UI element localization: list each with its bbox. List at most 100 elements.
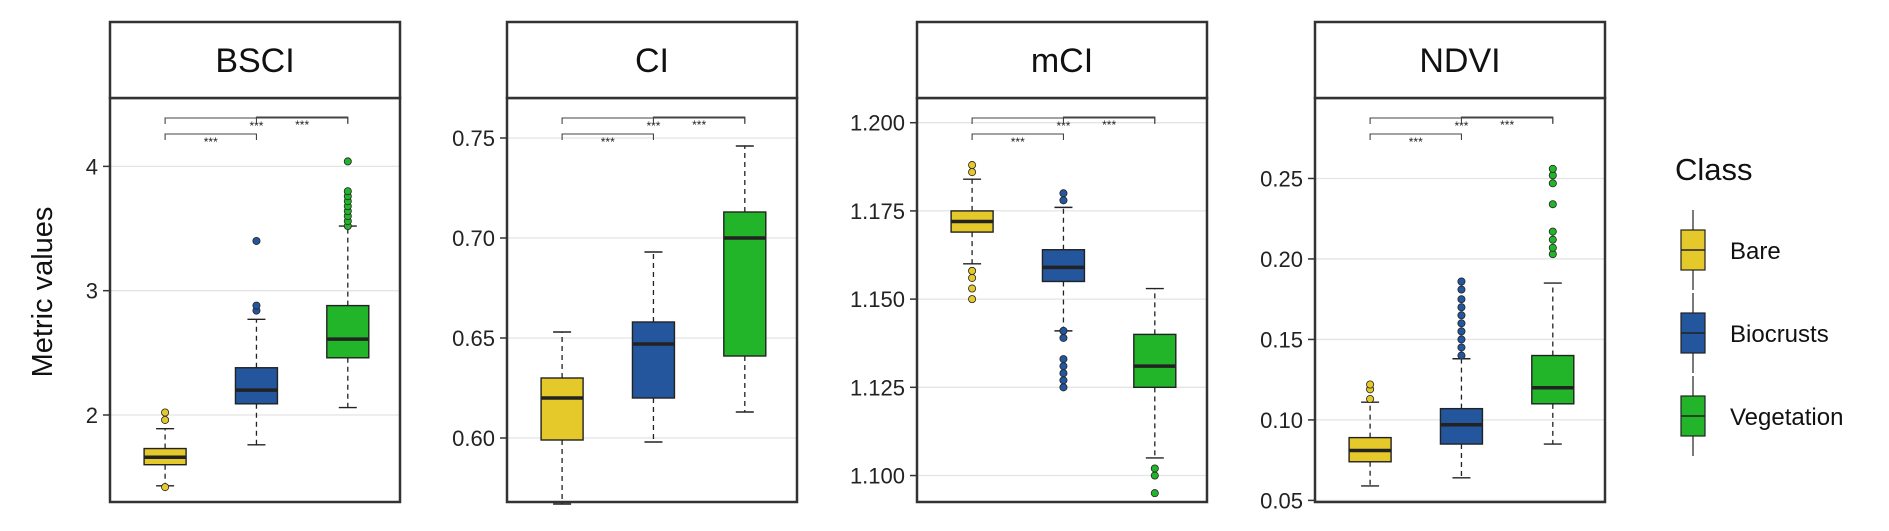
y-tick-label: 4 (86, 154, 98, 179)
legend-label: Biocrusts (1730, 321, 1829, 348)
outlier-point (161, 483, 170, 492)
box-bare (950, 161, 994, 304)
outlier-point (161, 408, 170, 417)
significance-label: *** (295, 118, 309, 132)
bracket-line (652, 116, 746, 123)
y-tick-label: 1.100 (850, 464, 905, 489)
y-tick-label: 1.200 (850, 111, 905, 136)
significance-label: *** (204, 135, 218, 149)
facets-layer: *** *** *** BSCI 2 3 4 *** *** *** CI 0.60 0.65 0.70 0… (86, 20, 1607, 513)
outlier-point (1457, 343, 1466, 352)
box-iqr (723, 211, 767, 357)
box-iqr (326, 304, 370, 359)
outlier-point (1059, 333, 1068, 342)
facet-strip (915, 20, 1209, 100)
outlier-point (1059, 196, 1068, 205)
box-iqr (234, 367, 279, 405)
box-iqr (1041, 249, 1086, 283)
significance-bracket: *** (1062, 116, 1156, 132)
outlier-point (968, 161, 977, 170)
y-tick-label: 1.125 (850, 375, 905, 400)
outlier-point (968, 295, 977, 304)
y-tick-label: 0.65 (452, 326, 495, 351)
bracket-line (971, 133, 1064, 140)
bracket-line (164, 133, 257, 140)
outlier-point (343, 157, 352, 166)
y-axis-label: Metric values (27, 207, 59, 378)
y-tick-label: 0.15 (1260, 327, 1303, 352)
legend-item-biocrusts: Biocrusts (1680, 293, 1829, 373)
facet-strip (1313, 20, 1607, 100)
bracket-line (255, 116, 349, 123)
box-bare (1348, 380, 1392, 487)
box-biocrusts (631, 251, 676, 443)
panel-frame (915, 96, 1209, 504)
outlier-point (1059, 355, 1068, 364)
significance-label: *** (1454, 119, 1468, 133)
y-tick-label: 0.05 (1260, 488, 1303, 513)
facet-strip (108, 20, 402, 100)
outlier-point (1457, 295, 1466, 304)
legend-label: Vegetation (1730, 404, 1843, 431)
facet-mci: *** *** *** mCI 1.100 1.125 1.150 1.175 1.200 (850, 20, 1209, 504)
outlier-point (968, 273, 977, 282)
significance-label: *** (601, 135, 615, 149)
facet-bsci: *** *** *** BSCI 2 3 4 (86, 20, 402, 504)
outlier-point (1059, 189, 1068, 198)
outlier-point (1366, 380, 1375, 389)
y-tick-label: 2 (86, 403, 98, 428)
significance-label: *** (1409, 135, 1423, 149)
box-biocrusts (234, 236, 279, 446)
box-biocrusts (1439, 277, 1484, 479)
y-tick-label: 0.25 (1260, 166, 1303, 191)
legend-item-bare: Bare (1680, 210, 1781, 290)
box-vegetation (1531, 164, 1575, 445)
bracket-line (1062, 116, 1156, 123)
outlier-point (343, 187, 352, 196)
box-iqr (1531, 354, 1575, 405)
y-tick-label: 1.150 (850, 287, 905, 312)
outlier-point (252, 301, 261, 310)
outlier-point (1059, 326, 1068, 335)
significance-label: *** (1102, 118, 1116, 132)
facet-title: BSCI (215, 42, 294, 80)
outlier-point (1059, 376, 1068, 385)
legend-title: Class (1675, 152, 1753, 187)
outlier-point (1457, 327, 1466, 336)
facet-ci: *** *** *** CI 0.60 0.65 0.70 0.75 (452, 20, 799, 505)
y-tick-label: 3 (86, 279, 98, 304)
outlier-point (968, 284, 977, 293)
bracket-line (1460, 116, 1554, 123)
significance-bracket: *** (255, 116, 349, 132)
significance-bracket: *** (561, 133, 654, 149)
outlier-point (1548, 200, 1557, 209)
outlier-point (1457, 303, 1466, 312)
outlier-point (1548, 164, 1557, 173)
outlier-point (1548, 227, 1557, 236)
significance-label: *** (249, 119, 263, 133)
outlier-point (1059, 362, 1068, 371)
outlier-point (1457, 311, 1466, 320)
outlier-point (1366, 394, 1375, 403)
outlier-point (252, 236, 261, 245)
outlier-point (1059, 383, 1068, 392)
significance-bracket: *** (1460, 116, 1554, 132)
outlier-point (1150, 471, 1159, 480)
bracket-line (1369, 133, 1462, 140)
significance-bracket: *** (1369, 133, 1462, 149)
y-tick-label: 0.20 (1260, 247, 1303, 272)
outlier-point (1059, 369, 1068, 378)
legend-item-vegetation: Vegetation (1680, 376, 1843, 456)
legend-label: Bare (1730, 238, 1781, 265)
significance-label: *** (1500, 118, 1514, 132)
significance-label: *** (1056, 119, 1070, 133)
box-bare (540, 331, 584, 505)
significance-bracket: *** (164, 133, 257, 149)
significance-label: *** (692, 118, 706, 132)
box-vegetation (326, 157, 370, 409)
facet-title: CI (635, 42, 669, 80)
box-biocrusts (1041, 189, 1086, 392)
facet-title: NDVI (1419, 42, 1500, 80)
significance-bracket: *** (652, 116, 746, 132)
outlier-point (1548, 179, 1557, 188)
